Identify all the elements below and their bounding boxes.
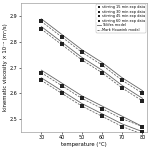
Legend: stirring 15 min exp data, stirring 30 min exp data, stirring 45 min exp data, st: stirring 15 min exp data, stirring 30 mi… [96,4,146,33]
Y-axis label: kinematic viscosity × 10⁻⁴ (m²/s): kinematic viscosity × 10⁻⁴ (m²/s) [3,24,8,111]
X-axis label: temperature (°C): temperature (°C) [61,142,107,147]
